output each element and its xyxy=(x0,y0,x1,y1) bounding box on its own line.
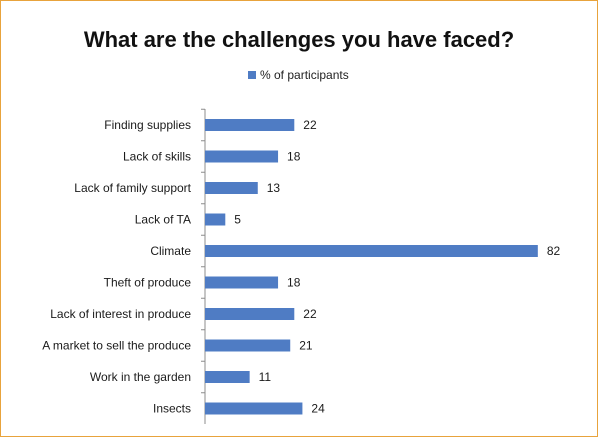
bar xyxy=(205,308,295,320)
bar xyxy=(205,276,279,289)
data-label: 18 xyxy=(287,276,301,290)
category-label: Insects xyxy=(153,402,191,416)
bars xyxy=(201,108,538,415)
category-label: Lack of TA xyxy=(135,213,191,227)
bar xyxy=(205,150,279,163)
data-label: 11 xyxy=(259,370,272,384)
bar xyxy=(205,213,226,226)
legend: % of participants xyxy=(248,68,349,82)
category-label: Lack of interest in produce xyxy=(50,307,191,321)
data-label: 18 xyxy=(287,150,301,164)
bar xyxy=(205,119,295,131)
data-label: 5 xyxy=(234,213,241,227)
category-label: Lack of family support xyxy=(74,181,191,195)
category-label: Finding supplies xyxy=(104,118,191,132)
legend-label: % of participants xyxy=(260,68,349,82)
value-labels: 22 18 13 5 82 18 22 21 11 24 xyxy=(234,118,560,416)
category-label: Climate xyxy=(150,244,191,258)
category-labels: Finding supplies Lack of skills Lack of fa… xyxy=(42,118,191,416)
data-label: 82 xyxy=(547,244,561,258)
bar xyxy=(205,245,538,257)
data-label: 22 xyxy=(303,307,317,321)
bar xyxy=(205,339,291,352)
data-label: 24 xyxy=(311,402,325,416)
legend-swatch xyxy=(248,71,256,79)
category-label: Theft of produce xyxy=(104,276,192,290)
data-label: 21 xyxy=(299,339,313,353)
chart-title: What are the challenges you have faced? xyxy=(84,27,514,52)
bar xyxy=(205,182,258,194)
bar xyxy=(205,402,303,415)
data-label: 22 xyxy=(303,118,317,132)
category-label: A market to sell the produce xyxy=(42,339,191,353)
category-label: Lack of skills xyxy=(123,150,191,164)
data-label: 13 xyxy=(267,181,281,195)
category-label: Work in the garden xyxy=(90,370,191,384)
bar xyxy=(205,371,250,383)
